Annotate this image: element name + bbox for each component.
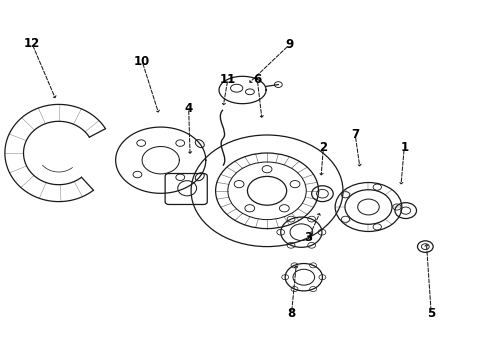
Text: 9: 9	[285, 39, 293, 51]
Text: 11: 11	[220, 73, 236, 86]
Text: 3: 3	[305, 231, 313, 244]
Text: 12: 12	[24, 37, 40, 50]
Text: 4: 4	[185, 102, 193, 114]
Text: 7: 7	[351, 129, 359, 141]
Text: 6: 6	[253, 73, 261, 86]
Text: 2: 2	[319, 141, 327, 154]
Text: 5: 5	[427, 307, 435, 320]
Text: 10: 10	[134, 55, 150, 68]
Text: 1: 1	[400, 141, 408, 154]
Text: 8: 8	[288, 307, 295, 320]
